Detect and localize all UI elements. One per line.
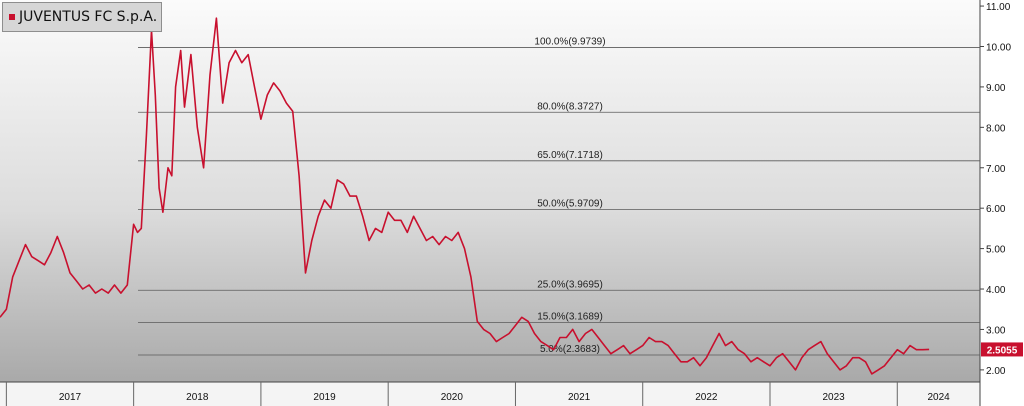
y-tick-label: 4.00 bbox=[986, 285, 1006, 296]
x-axis: 2017 2018 2019 2020 2021 2022 2023 2024 bbox=[5, 382, 951, 406]
x-tick-label: 2021 bbox=[568, 392, 591, 403]
retracement-label: 25.0%(3.9695) bbox=[537, 279, 603, 290]
retracement-label: 65.0%(7.1718) bbox=[537, 150, 603, 161]
plot-background bbox=[0, 0, 980, 382]
y-tick-label: 2.00 bbox=[986, 366, 1006, 377]
x-tick-label: 2018 bbox=[186, 392, 209, 403]
x-tick-label: 2024 bbox=[928, 392, 951, 403]
axis-background bbox=[980, 0, 1024, 406]
x-tick-label: 2020 bbox=[441, 392, 464, 403]
retracement-label: 100.0%(9.9739) bbox=[534, 37, 605, 48]
last-value-badge bbox=[981, 342, 1023, 357]
y-tick-label: 8.00 bbox=[986, 123, 1006, 134]
last-value-marker: 2.5055 bbox=[981, 342, 1023, 357]
y-tick-label: 5.00 bbox=[986, 245, 1006, 256]
legend-swatch bbox=[9, 14, 15, 20]
retracement-label: 5.0%(2.3683) bbox=[540, 344, 600, 355]
retracement-lines: 100.0%(9.9739) 80.0%(8.3727) 65.0%(7.1718)… bbox=[138, 37, 980, 356]
legend: JUVENTUS FC S.p.A. bbox=[2, 2, 162, 32]
x-tick-label: 2023 bbox=[823, 392, 846, 403]
retracement-label: 15.0%(3.1689) bbox=[537, 312, 603, 323]
y-tick-label: 6.00 bbox=[986, 204, 1006, 215]
y-axis: 2.00 3.00 4.00 5.00 6.00 7.00 8.00 9.00 10.00 11.… bbox=[980, 2, 1011, 377]
y-tick-label: 10.00 bbox=[986, 42, 1011, 53]
y-tick-label: 3.00 bbox=[986, 325, 1006, 336]
retracement-label: 80.0%(8.3727) bbox=[537, 101, 603, 112]
x-tick-label: 2022 bbox=[695, 392, 718, 403]
y-tick-label: 9.00 bbox=[986, 83, 1006, 94]
x-tick-label: 2017 bbox=[59, 392, 82, 403]
y-tick-label: 11.00 bbox=[986, 2, 1011, 13]
x-axis-strip bbox=[0, 382, 980, 406]
last-value-label: 2.5055 bbox=[987, 345, 1018, 356]
y-tick-label: 7.00 bbox=[986, 164, 1006, 175]
x-tick-label: 2019 bbox=[313, 392, 336, 403]
legend-label: JUVENTUS FC S.p.A. bbox=[19, 9, 158, 25]
retracement-label: 50.0%(5.9709) bbox=[537, 198, 603, 209]
